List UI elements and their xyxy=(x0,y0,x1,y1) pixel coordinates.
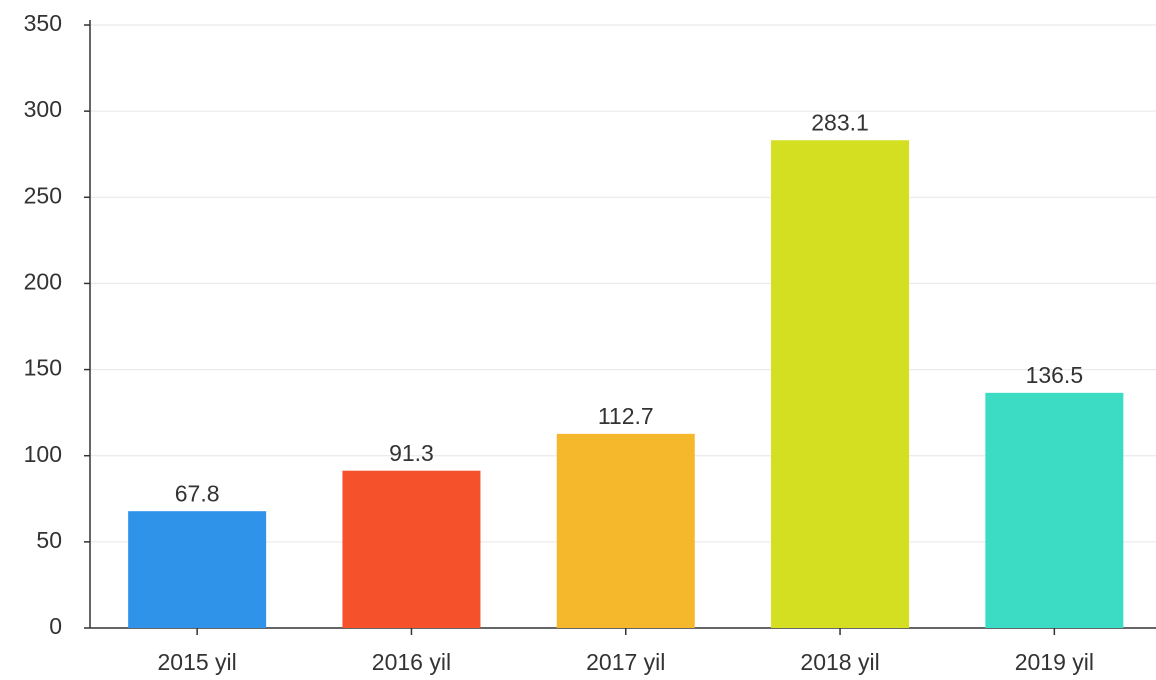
y-tick-label: 250 xyxy=(24,182,62,208)
bar xyxy=(771,140,910,628)
y-tick-label: 150 xyxy=(24,355,62,381)
value-label: 112.7 xyxy=(598,403,654,429)
bar xyxy=(556,433,695,628)
y-tick-label: 200 xyxy=(24,269,62,295)
value-label: 136.5 xyxy=(1026,362,1084,388)
value-label: 283.1 xyxy=(811,109,869,135)
x-tick-label: 2015 yil xyxy=(158,649,237,675)
y-tick-label: 300 xyxy=(24,96,62,122)
bar xyxy=(342,470,481,628)
y-tick-label: 100 xyxy=(24,441,62,467)
x-tick-label: 2019 yil xyxy=(1015,649,1094,675)
x-tick-label: 2018 yil xyxy=(800,649,879,675)
bar xyxy=(128,511,267,628)
bar xyxy=(985,392,1124,628)
x-tick-label: 2017 yil xyxy=(586,649,665,675)
y-tick-label: 350 xyxy=(24,10,62,36)
value-label: 67.8 xyxy=(175,480,220,506)
y-tick-label: 50 xyxy=(36,527,62,553)
y-tick-label: 0 xyxy=(49,613,62,639)
x-tick-label: 2016 yil xyxy=(372,649,451,675)
value-label: 91.3 xyxy=(389,440,434,466)
